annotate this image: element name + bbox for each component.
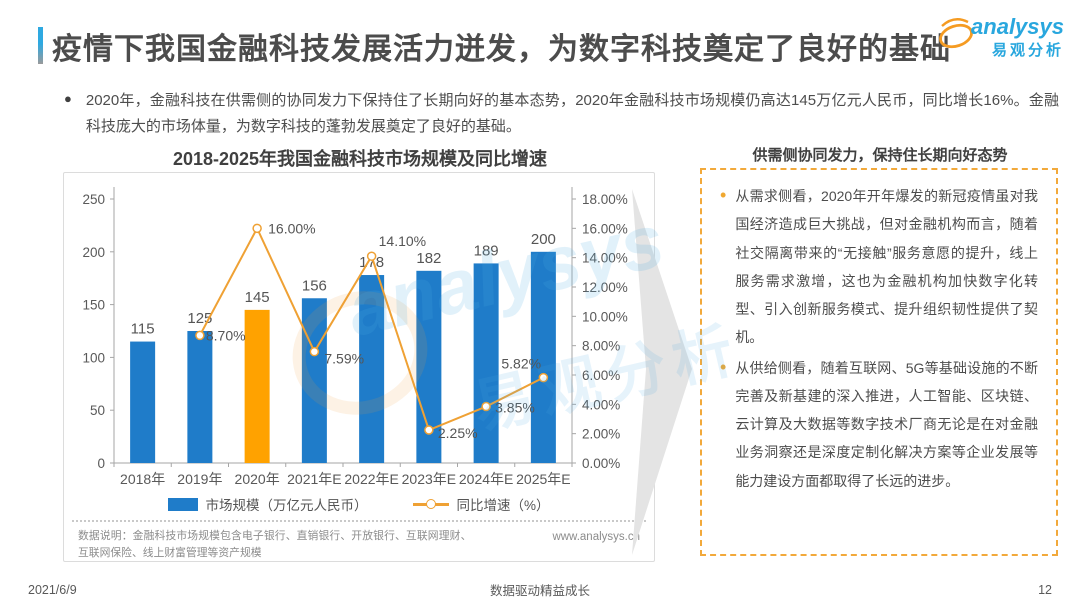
right-panel-title: 供需侧协同发力，保持住长期向好态势 [752,147,1008,164]
svg-text:16.00%: 16.00% [268,220,315,236]
svg-text:7.59%: 7.59% [324,351,364,367]
svg-text:50: 50 [90,403,105,418]
insight-box: • 从需求侧看，2020年开年爆发的新冠疫情虽对我国经济造成巨大挑战，但对金融机… [700,168,1058,556]
logo-brand-cn: 易观分析 [991,42,1064,59]
svg-text:182: 182 [416,250,441,267]
legend-market-size-label: 市场规模（万亿元人民币） [205,498,368,513]
summary-paragraph: ● 2020年，金融科技在供需侧的协同发力下保持住了长期向好的基本态势，2020… [64,88,1059,139]
analysys-swirl-icon [933,12,979,57]
svg-text:156: 156 [302,277,327,294]
bullet-icon: • [720,356,727,377]
legend-market-size: 市场规模（万亿元人民币） [168,494,367,514]
legend-line-icon [413,498,450,509]
page-title: 疫情下我国金融科技发展活力迸发，为数字科技奠定了良好的基础 [52,33,951,66]
svg-text:5.82%: 5.82% [501,356,541,372]
source-url: www.analysys.cn [552,531,640,543]
svg-text:250: 250 [82,192,105,207]
svg-text:18.00%: 18.00% [582,192,628,207]
insight-text-supply: 从供给侧看，随着互联网、5G等基础设施的不断完善及新基建的深入推进，人工智能、区… [735,359,1038,489]
logo-brand-en: analysys [971,14,1064,39]
title-accent-bar [38,27,43,64]
footnote-divider [72,520,646,522]
insight-bullet-supply: • 从供给侧看，随着互联网、5G等基础设施的不断完善及新基建的深入推进，人工智能… [718,354,1038,495]
chart-footnote: 数据说明：金融科技市场规模包含电子银行、直销银行、开放银行、互联网理财、互联网保… [78,530,472,559]
svg-text:12.00%: 12.00% [582,280,628,295]
bullet-icon: ● [64,91,72,106]
svg-text:2019年: 2019年 [177,471,222,487]
svg-text:10.00%: 10.00% [582,309,628,324]
svg-text:8.00%: 8.00% [582,339,620,354]
svg-text:2018年: 2018年 [120,471,165,487]
svg-text:16.00%: 16.00% [582,221,628,236]
svg-text:0: 0 [97,456,105,471]
summary-text: 2020年，金融科技在供需侧的协同发力下保持住了长期向好的基本态势，2020年金… [85,92,1059,135]
bullet-icon: • [720,185,727,205]
svg-text:2024年E: 2024年E [459,471,513,487]
svg-text:14.10%: 14.10% [379,233,426,249]
svg-text:115: 115 [131,321,155,338]
svg-text:2023年E: 2023年E [402,471,456,487]
divider-arrow-icon [626,183,700,566]
svg-text:2.00%: 2.00% [582,427,620,442]
svg-text:200: 200 [82,245,105,260]
svg-text:189: 189 [474,242,499,259]
analysys-logo: analysys 易观分析 [933,12,1064,60]
legend-growth-rate-label: 同比增速（%） [456,498,550,513]
svg-text:150: 150 [82,298,105,313]
slide-footer: 2021/6/9 数据驱动精益成长 12 [28,580,1052,599]
insight-text-demand: 从需求侧看，2020年开年爆发的新冠疫情虽对我国经济造成巨大挑战，但对金融机构而… [735,188,1038,346]
svg-text:8.70%: 8.70% [206,327,246,343]
svg-text:145: 145 [245,289,270,306]
chart-title: 2018-2025年我国金融科技市场规模及同比增速 [172,149,548,169]
legend-bar-swatch-icon [168,497,199,511]
legend-growth-rate: 同比增速（%） [413,494,550,514]
svg-text:2022年E: 2022年E [344,471,398,487]
svg-text:2025年E: 2025年E [516,471,570,487]
svg-text:2020年: 2020年 [235,471,280,487]
svg-text:200: 200 [531,231,556,248]
chart-card: 0 50 100 150 200 250 0.00% 2.00% 4.00% 6.00% 8.00%… [63,172,655,562]
footer-slogan: 数据驱动精益成长 [489,584,590,598]
footer-date: 2021/6/9 [28,582,77,597]
svg-text:2.25%: 2.25% [438,425,478,441]
market-chart-svg: 0 50 100 150 200 250 0.00% 2.00% 4.00% 6.00% 8.00%… [82,187,628,487]
insight-bullet-demand: • 从需求侧看，2020年开年爆发的新冠疫情虽对我国经济造成巨大挑战，但对金融机… [718,182,1038,352]
svg-text:6.00%: 6.00% [582,368,620,383]
page-number: 12 [1038,582,1052,597]
svg-text:3.85%: 3.85% [495,400,535,416]
svg-text:14.00%: 14.00% [582,251,628,266]
svg-text:2021年E: 2021年E [287,471,341,487]
svg-text:0.00%: 0.00% [582,456,620,471]
chart-legend: 市场规模（万亿元人民币） 同比增速（%） [64,491,654,517]
svg-text:4.00%: 4.00% [582,397,620,412]
svg-text:100: 100 [82,350,105,365]
